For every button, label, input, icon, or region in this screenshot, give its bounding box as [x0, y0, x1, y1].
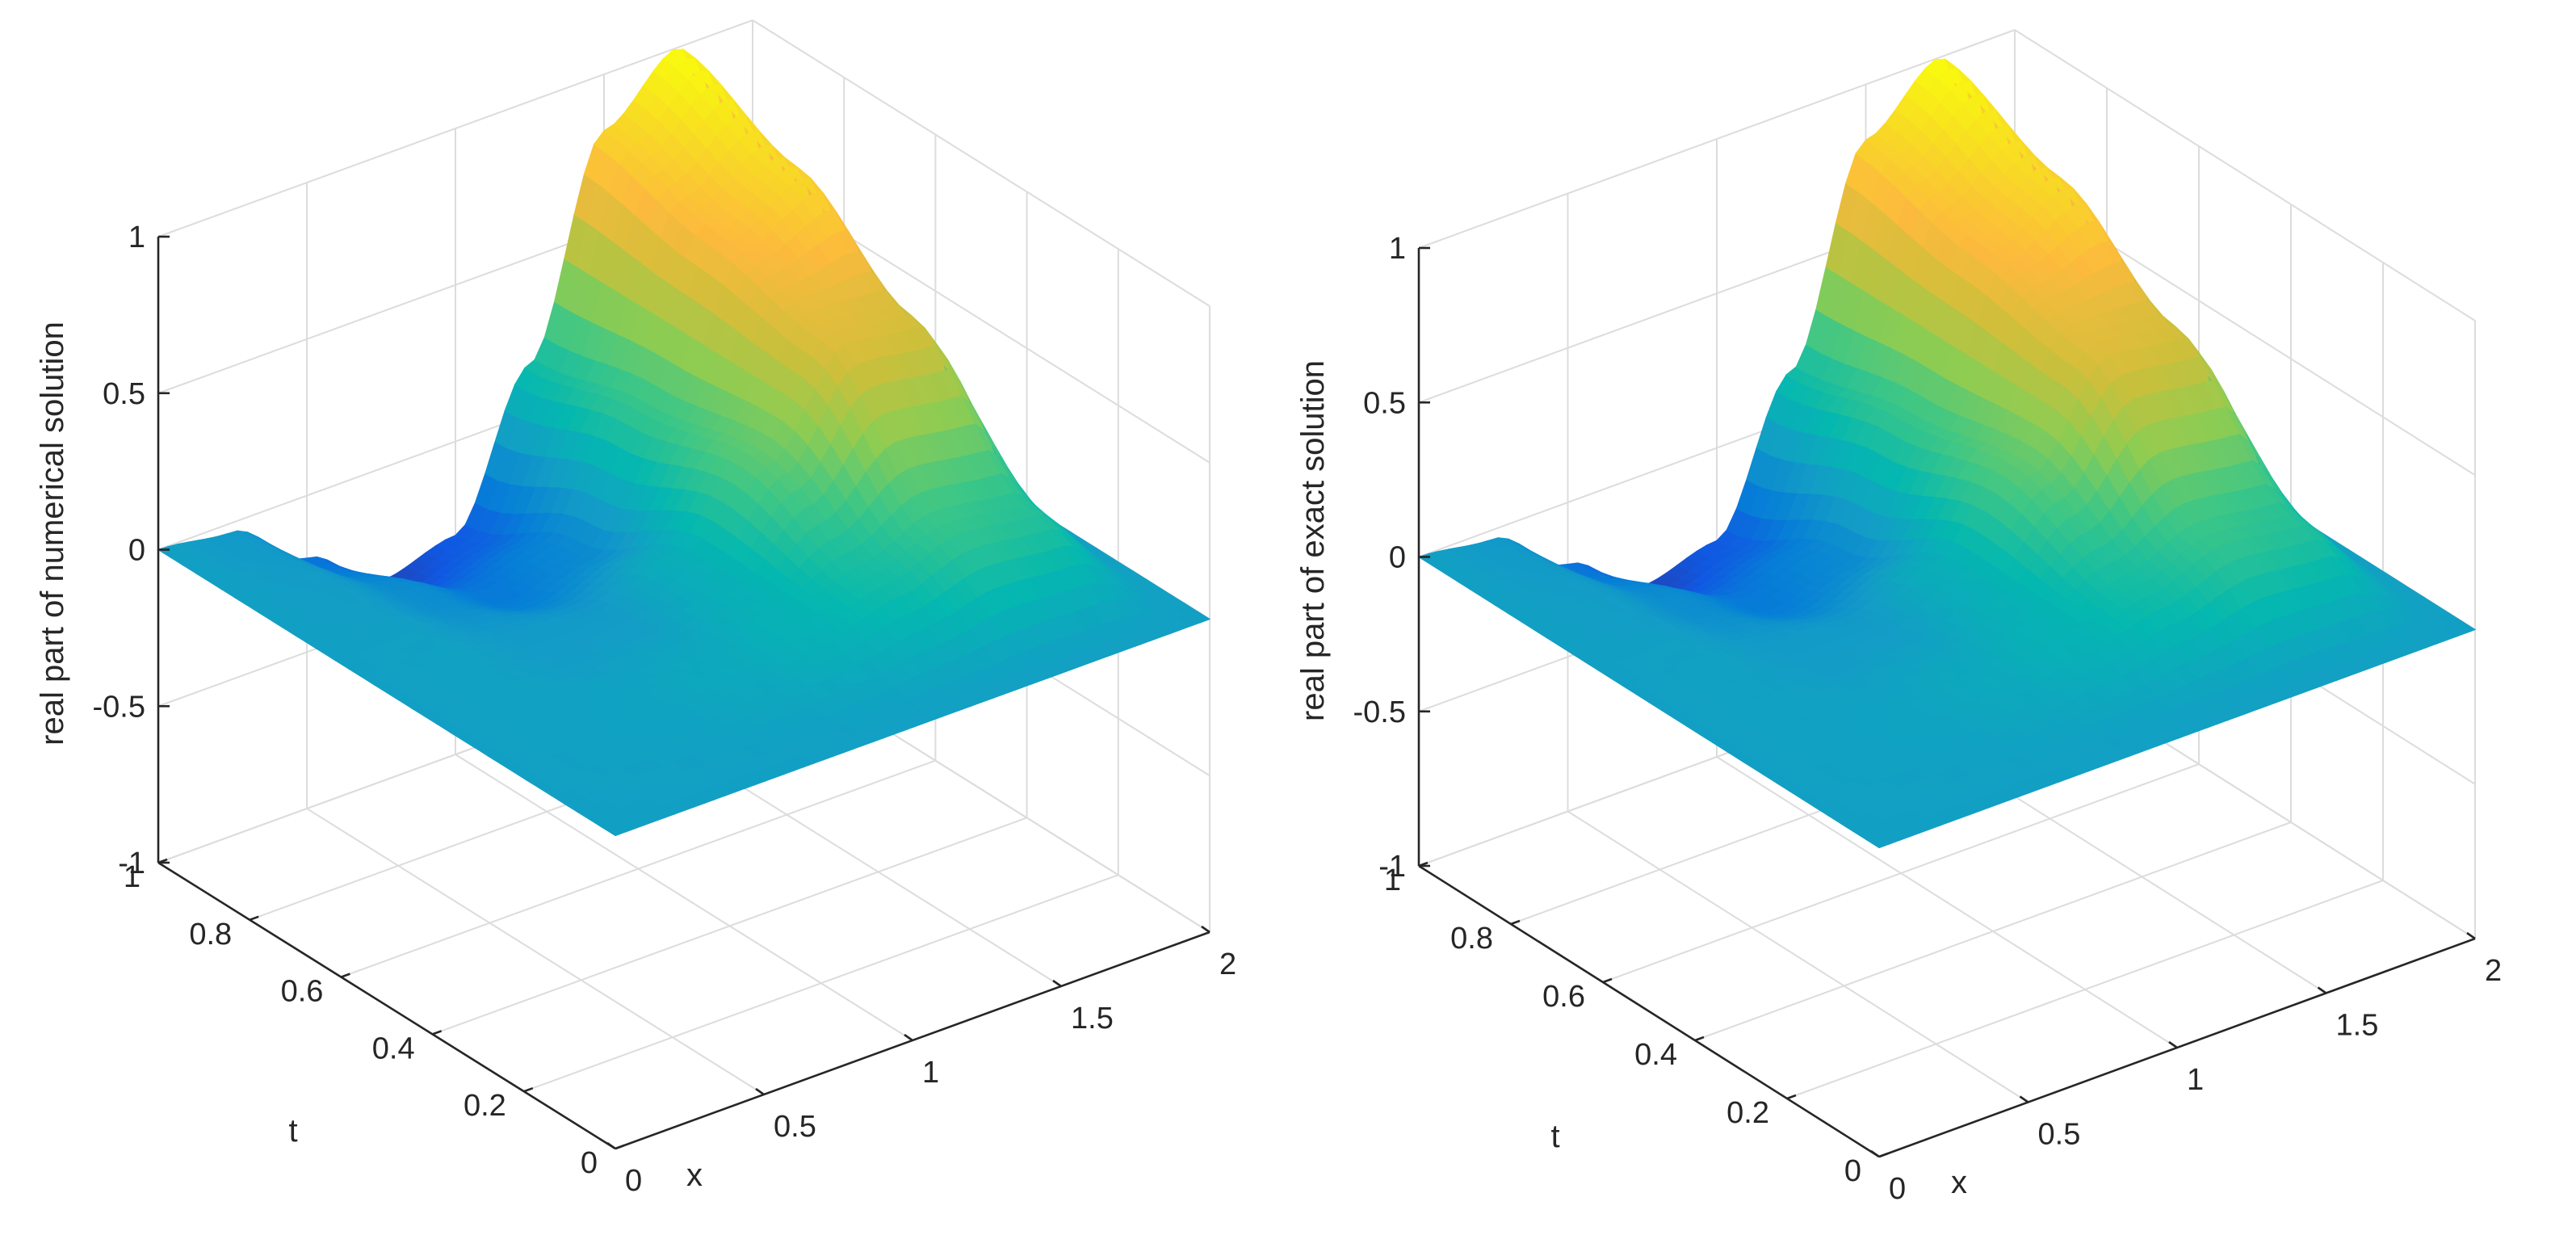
- gridline: [1567, 810, 2029, 1103]
- t-tick: [1694, 1036, 1705, 1042]
- t-axis-label: t: [1550, 1119, 1559, 1154]
- t-tick-label: 1: [1384, 863, 1401, 897]
- gridline: [1418, 29, 2016, 249]
- t-tick-label: 0.2: [464, 1089, 506, 1123]
- t-tick-label: 0.4: [372, 1031, 415, 1065]
- surface: [157, 48, 1211, 837]
- z-tick-label: 0: [1389, 541, 1406, 575]
- x-tick: [904, 1033, 913, 1042]
- chart-panel-numerical: -1 -0.5 0 0.5 1 0 0.2 0.4 0.6 0.8 1 0 0.5 1 1.5 2 real p…: [35, 19, 1236, 1198]
- t-tick: [523, 1086, 534, 1093]
- x-tick: [2466, 931, 2476, 940]
- t-axis-label: t: [288, 1113, 297, 1149]
- gridline: [1716, 756, 2178, 1048]
- z-tick-label: -0.5: [1353, 695, 1406, 729]
- t-tick-label: 0: [1844, 1154, 1861, 1188]
- t-tick-label: 0.6: [1542, 980, 1585, 1014]
- x-axis-label: x: [1951, 1165, 1967, 1200]
- z-tick-label: 0.5: [103, 377, 145, 411]
- t-tick: [340, 973, 350, 978]
- z-tick-label: 0.5: [1363, 386, 1406, 420]
- gridline: [1694, 821, 2292, 1041]
- chart-panel-exact: -1 -0.5 0 0.5 1 0 0.2 0.4 0.6 0.8 1 0 0.5 1 1.5 2 real p…: [1288, 0, 2576, 1252]
- gridline: [432, 817, 1027, 1036]
- x-tick: [2019, 1095, 2029, 1103]
- t-tick: [1418, 861, 1429, 868]
- gridline: [455, 754, 913, 1041]
- t-tick-label: 0: [581, 1146, 598, 1180]
- surface: [1417, 57, 2477, 849]
- x-tick-label: 1: [922, 1056, 939, 1090]
- axes: -1 -0.5 0 0.5 1 0 0.2 0.4 0.6 0.8 1 0 0.5 1 1.5 2 real p…: [35, 221, 1236, 1198]
- t-tick: [1510, 919, 1521, 926]
- t-tick: [1878, 1152, 1889, 1158]
- x-tick-label: 0: [625, 1164, 642, 1198]
- t-tick: [432, 1030, 443, 1036]
- surface-patch: [1185, 611, 1211, 624]
- x-tick: [606, 1141, 616, 1150]
- x-tick: [1870, 1149, 1880, 1158]
- x-tick-label: 1.5: [1071, 1002, 1114, 1036]
- z-tick-label: -1: [118, 847, 145, 880]
- t-tick: [1786, 1094, 1797, 1100]
- t-tick-label: 0.4: [1634, 1038, 1677, 1072]
- surface-plot-numerical: -1 -0.5 0 0.5 1 0 0.2 0.4 0.6 0.8 1 0 0.5 1 1.5 2 real p…: [35, 19, 1236, 1198]
- surface-plot-exact: -1 -0.5 0 0.5 1 0 0.2 0.4 0.6 0.8 1 0 0.5 1 1.5 2 real p…: [1295, 29, 2502, 1206]
- t-tick-label: 0.8: [189, 918, 232, 952]
- t-axis-line: [157, 861, 616, 1150]
- t-tick-label: 0.8: [1450, 922, 1493, 956]
- gridline: [1602, 763, 2200, 983]
- z-axis-label: real part of exact solution: [1295, 360, 1331, 721]
- gridline: [306, 808, 765, 1095]
- x-tick-label: 2: [1219, 947, 1236, 981]
- z-tick-label: 0: [128, 534, 145, 568]
- z-axis-label: real part of numerical solution: [35, 321, 70, 746]
- x-tick: [2317, 986, 2327, 994]
- t-tick: [157, 858, 168, 864]
- t-tick: [1602, 977, 1613, 984]
- x-tick: [1052, 979, 1062, 988]
- gridline: [341, 759, 936, 978]
- gridline: [752, 19, 1210, 307]
- x-axis-label: x: [686, 1157, 703, 1193]
- x-tick-label: 1: [2187, 1063, 2204, 1097]
- z-tick-label: 1: [1389, 232, 1406, 266]
- x-tick-label: 0.5: [774, 1110, 816, 1144]
- x-tick-label: 0.5: [2038, 1118, 2081, 1152]
- t-tick-label: 0.2: [1726, 1096, 1769, 1130]
- t-axis-line: [1418, 864, 1880, 1158]
- t-tick: [249, 915, 259, 922]
- x-tick: [2168, 1040, 2178, 1049]
- x-tick: [755, 1087, 765, 1096]
- surface-patch: [2451, 620, 2477, 634]
- z-tick-label: -0.5: [93, 690, 145, 724]
- axes: -1 -0.5 0 0.5 1 0 0.2 0.4 0.6 0.8 1 0 0.5 1 1.5 2 real p…: [1295, 232, 2502, 1206]
- t-tick-label: 0.6: [281, 975, 324, 1009]
- gridline: [1786, 880, 2384, 1099]
- gridline: [157, 19, 753, 237]
- t-tick-label: 1: [124, 860, 141, 894]
- t-tick: [615, 1144, 625, 1150]
- x-tick-label: 1.5: [2336, 1009, 2379, 1043]
- z-tick-label: 1: [128, 221, 145, 254]
- gridline: [523, 874, 1119, 1093]
- x-tick-label: 0: [1889, 1172, 1906, 1206]
- z-tick-label: -1: [1378, 850, 1406, 884]
- gridline: [2014, 29, 2476, 321]
- x-tick: [1201, 925, 1210, 934]
- x-tick-label: 2: [2485, 954, 2502, 988]
